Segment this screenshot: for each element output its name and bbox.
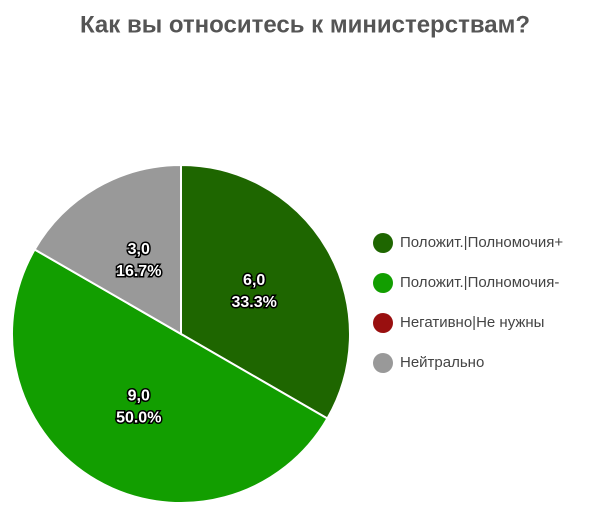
legend-swatch [373, 233, 393, 253]
legend-label: Положит.|Полномочия+ [400, 234, 563, 251]
chart-title: Как вы относитесь к министерствам? [80, 11, 530, 38]
percent-label: 50.0% [116, 409, 161, 426]
value-label: 9,0 [128, 387, 150, 404]
pie-slice [11, 248, 329, 504]
percent-label: 33.3% [231, 294, 276, 311]
legend-label: Нейтрально [400, 354, 484, 371]
legend-label: Негативно|Не нужны [400, 314, 544, 331]
legend-label: Положит.|Полномочия- [400, 274, 559, 291]
legend-swatch [373, 273, 393, 293]
value-label: 3,0 [128, 241, 150, 258]
pie-slice [33, 163, 182, 336]
legend-swatch [373, 353, 393, 373]
legend-swatch [373, 313, 393, 333]
value-label: 6,0 [243, 272, 265, 289]
pie-slice [180, 163, 351, 420]
percent-label: 16.7% [116, 263, 161, 280]
